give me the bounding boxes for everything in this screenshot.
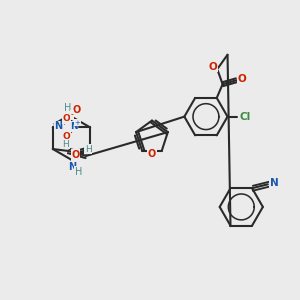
Text: N: N (68, 162, 76, 172)
Text: -: - (70, 110, 73, 119)
Text: N: N (55, 122, 63, 131)
Text: O: O (72, 105, 80, 115)
Text: H: H (62, 140, 69, 148)
Text: N: N (70, 122, 77, 131)
Text: O: O (63, 132, 70, 141)
Text: O: O (71, 150, 80, 160)
Text: +: + (74, 119, 80, 125)
Text: Cl: Cl (240, 112, 251, 122)
Text: H: H (64, 103, 71, 113)
Text: H: H (75, 167, 82, 177)
Text: N: N (270, 178, 279, 188)
Text: H: H (85, 145, 92, 154)
Text: O: O (63, 114, 70, 123)
Text: O: O (148, 149, 156, 159)
Text: O: O (208, 61, 217, 71)
Text: O: O (238, 74, 247, 84)
